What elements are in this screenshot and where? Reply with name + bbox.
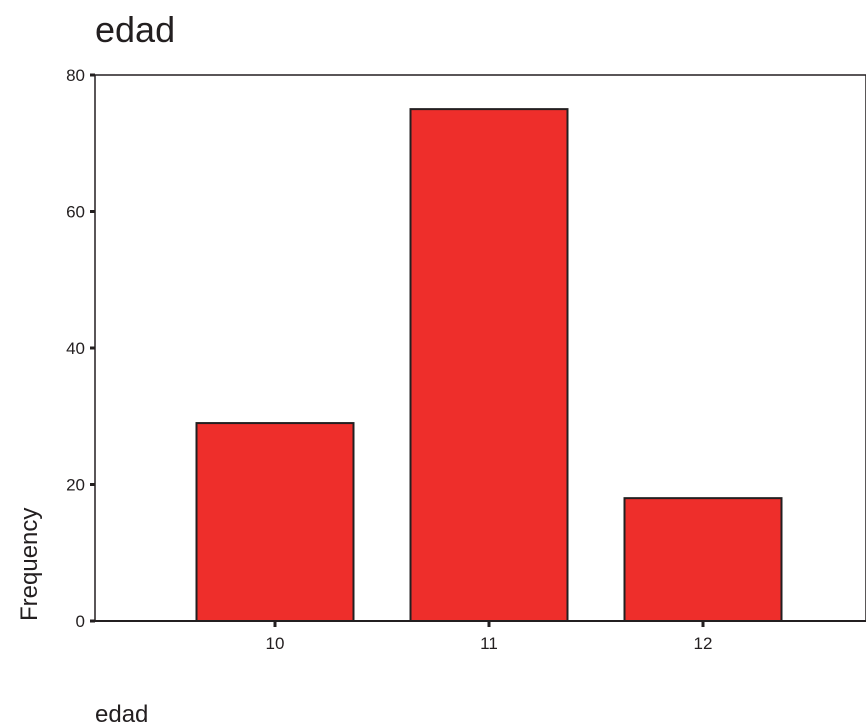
bar-11 xyxy=(409,108,569,622)
bar-12 xyxy=(623,497,783,622)
x-tick-label: 12 xyxy=(694,634,713,653)
bars xyxy=(195,108,783,623)
chart-title: edad xyxy=(95,9,175,50)
x-axis-label: edad xyxy=(95,701,148,725)
y-tick-label: 20 xyxy=(66,476,85,495)
y-tick-label: 80 xyxy=(66,66,85,85)
y-tick-label: 60 xyxy=(66,203,85,222)
x-tick-label: 10 xyxy=(266,634,285,653)
x-tick-label: 11 xyxy=(480,634,498,653)
x-axis-ticks: 10 11 12 xyxy=(266,621,713,653)
y-tick-label: 0 xyxy=(76,612,85,631)
y-tick-label: 40 xyxy=(66,339,85,358)
y-axis-ticks: 0 20 40 60 80 xyxy=(66,66,95,631)
bar-10 xyxy=(195,422,355,623)
y-axis-label: Frequency xyxy=(16,508,43,621)
